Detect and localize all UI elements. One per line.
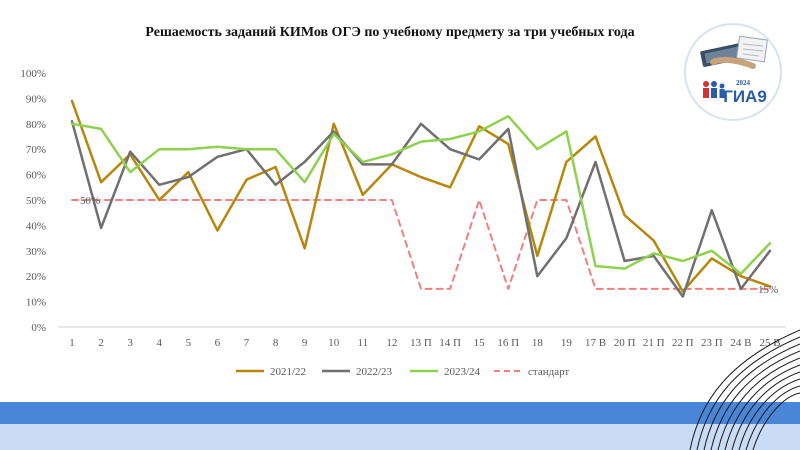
legend-label: 2021/22 [270, 366, 306, 378]
x-tick-label: 13 П [410, 337, 432, 349]
legend: 2021/22 2022/23 2023/24 стандарт [236, 366, 569, 378]
chart-container: Решаемость заданий КИМов ОГЭ по учебному… [20, 25, 786, 378]
line-chart: Решаемость заданий КИМов ОГЭ по учебному… [20, 25, 786, 378]
x-tick-label: 12 [386, 337, 397, 349]
x-tick-label: 11 [358, 337, 369, 349]
gia9-logo: 2024 ГИА9 [683, 22, 783, 122]
x-tick-label: 14 П [439, 337, 461, 349]
chart-title: Решаемость заданий КИМов ОГЭ по учебному… [145, 25, 634, 40]
x-tick-label: 10 [328, 337, 340, 349]
x-tick-label: 22 П [672, 337, 694, 349]
series-line-3 [71, 199, 771, 290]
series-line-1 [70, 120, 772, 298]
series-line-0 [70, 99, 772, 293]
y-tick-label: 60% [26, 170, 46, 182]
x-tick-label: 17 В [585, 337, 606, 349]
x-tick-label: 7 [244, 337, 250, 349]
y-tick-label: 10% [26, 297, 46, 309]
series-line-2 [70, 114, 772, 275]
x-tick-label: 9 [302, 337, 308, 349]
x-tick-label: 8 [273, 337, 279, 349]
x-tick-label: 19 [561, 337, 573, 349]
annotation-label: 50% [80, 195, 100, 207]
y-tick-label: 50% [26, 195, 46, 207]
x-tick-label: 24 В [730, 337, 751, 349]
gia9-logo-icon: 2024 ГИА9 [684, 23, 782, 121]
x-tick-label: 16 П [497, 337, 519, 349]
y-tick-label: 100% [20, 68, 46, 80]
x-tick-label: 23 П [701, 337, 723, 349]
x-tick-label: 3 [127, 337, 133, 349]
x-axis: 1 2 3 4 5 6 7 8 9 10 11 12 13 П 14 П 15 16 П 18 19 17 В 20 … [58, 326, 786, 349]
legend-label: 2023/24 [444, 366, 481, 378]
y-tick-label: 40% [26, 220, 46, 232]
y-axis: 0% 10% 20% 30% 40% 50% 60% 70% 80% 90% 100% [20, 68, 46, 334]
x-tick-label: 4 [157, 337, 163, 349]
y-tick-label: 0% [31, 322, 46, 334]
logo-year: 2024 [736, 79, 751, 87]
y-tick-label: 30% [26, 246, 46, 258]
x-tick-label: 15 [474, 337, 486, 349]
y-tick-label: 80% [26, 119, 46, 131]
x-tick-label: 2 [98, 337, 104, 349]
footer-band-dark [0, 402, 800, 424]
x-tick-label: 25 В [759, 337, 780, 349]
x-tick-label: 20 П [614, 337, 636, 349]
legend-label: стандарт [528, 366, 569, 378]
footer-band-light [0, 424, 800, 450]
series-layer [70, 99, 772, 298]
annotation-label: 15% [758, 284, 778, 296]
annotations: 50% 15% [80, 195, 778, 296]
x-tick-label: 18 [532, 337, 544, 349]
x-tick-label: 6 [215, 337, 221, 349]
legend-label: 2022/23 [356, 366, 393, 378]
logo-label: ГИА9 [723, 87, 767, 106]
x-tick-label: 21 П [643, 337, 665, 349]
y-tick-label: 90% [26, 93, 46, 105]
x-tick-label: 5 [186, 337, 192, 349]
x-tick-label: 1 [69, 337, 75, 349]
y-tick-label: 20% [26, 271, 46, 283]
y-tick-label: 70% [26, 144, 46, 156]
